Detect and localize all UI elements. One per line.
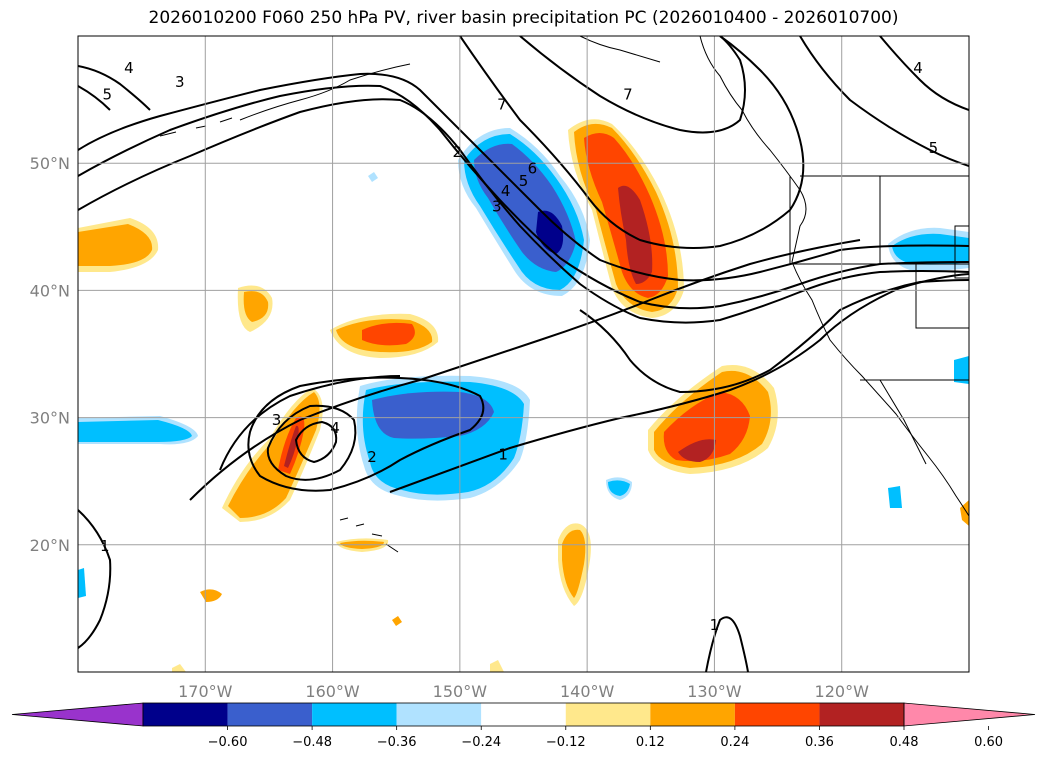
lat-tick-label: 20°N [30, 536, 70, 555]
colorbar-extend-high [903, 702, 1036, 727]
contour-label: 3 [272, 411, 282, 429]
colorbar-segment [650, 703, 735, 726]
colorbar-segment [227, 703, 313, 726]
colorbar-segment [481, 703, 566, 726]
colorbar-tick-label: −0.12 [546, 735, 586, 750]
contour-label: 4 [501, 182, 511, 200]
latitude-labels: 50°N 40°N 30°N 20°N [30, 154, 70, 555]
contour-label: 3 [492, 197, 502, 215]
colorbar-extend-low [11, 702, 144, 727]
colorbar-tick-label: 0.12 [636, 735, 665, 750]
colorbar-tick-label: 0.60 [974, 735, 1003, 750]
contour-label: 3 [175, 73, 185, 91]
colorbar-segment [819, 703, 904, 726]
lon-tick-label: 140°W [560, 682, 615, 701]
contour-label: 7 [497, 96, 507, 114]
colorbar-tick-label: 0.24 [720, 735, 749, 750]
colorbar-tick-label: −0.24 [461, 735, 501, 750]
colorbar-tick-label: −0.48 [292, 735, 332, 750]
contour-label: 2 [453, 143, 463, 161]
contour-label: 4 [913, 59, 923, 77]
lon-tick-label: 150°W [433, 682, 488, 701]
contour-label: 5 [519, 172, 529, 190]
lat-tick-label: 40°N [30, 281, 70, 300]
lon-tick-label: 160°W [305, 682, 360, 701]
contour-label: 1 [710, 616, 720, 634]
colorbar-tick-label: 0.36 [805, 735, 834, 750]
colorbar-segment [396, 703, 482, 726]
contour-label: 6 [528, 159, 538, 177]
contour-label: 1 [100, 537, 110, 555]
colorbar-outline [142, 702, 905, 727]
map-title: 2026010200 F060 250 hPa PV, river basin … [148, 8, 899, 28]
colorbar-segment [734, 703, 820, 726]
coastlines [159, 36, 969, 553]
longitude-labels: 170°W 160°W 150°W 140°W 130°W 120°W [178, 682, 869, 701]
colorbar-segment [312, 703, 397, 726]
colorbar-tick-label: −0.36 [377, 735, 417, 750]
lon-tick-label: 120°W [815, 682, 870, 701]
contour-label: 2 [367, 448, 377, 466]
colorbar-segment [143, 703, 228, 726]
lon-tick-label: 170°W [178, 682, 233, 701]
lon-tick-label: 130°W [687, 682, 742, 701]
colorbar-segment [565, 703, 651, 726]
contour-label: 1 [498, 445, 508, 463]
pv-contours [78, 36, 969, 672]
colorbar-tick-label: 0.48 [890, 735, 919, 750]
colorbar-tick-label: −0.60 [208, 735, 248, 750]
contour-label: 4 [330, 419, 340, 437]
contour-label: 4 [124, 59, 134, 77]
lat-tick-label: 50°N [30, 154, 70, 173]
lat-tick-label: 30°N [30, 409, 70, 428]
precip-pc-shading [78, 119, 969, 672]
map-grid [78, 36, 969, 672]
contour-label: 5 [103, 86, 113, 104]
map-frame [77, 35, 970, 673]
contour-label: 7 [623, 86, 633, 104]
colorbar: −0.60 −0.48 −0.36 −0.24 −0.12 0.12 0.24 0.36 0.4… [11, 702, 1036, 750]
contour-label: 5 [929, 139, 939, 157]
